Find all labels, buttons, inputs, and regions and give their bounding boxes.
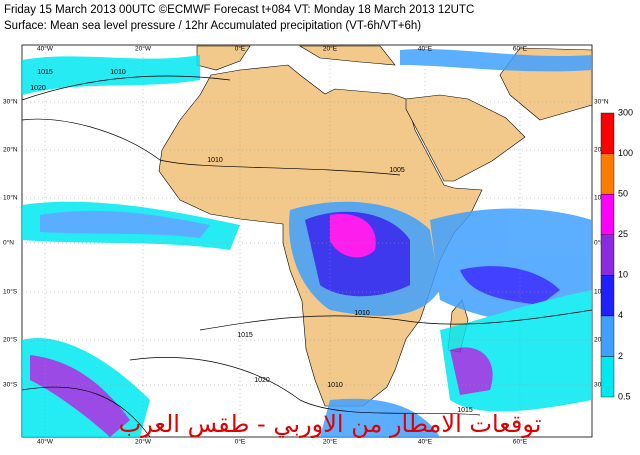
latitude-label: 10°N <box>3 194 18 202</box>
legend-label: 25 <box>618 229 628 239</box>
isobar-label: 1015 <box>457 407 473 414</box>
isobar-label: 1010 <box>354 310 370 317</box>
latitude-label: 10°S <box>3 288 18 296</box>
legend-label: 2 <box>618 351 623 361</box>
legend-swatch <box>600 356 615 398</box>
latitude-label: 30°N <box>3 98 18 106</box>
legend-swatch <box>600 315 615 357</box>
graticule: 40°W 40°W 20°W 20°W 0°E 0°E 20°E 20°E 40°E 40°E 60… <box>3 45 609 446</box>
map: 40°W 40°W 20°W 20°W 0°E 0°E 20°E 20°E 40°E 40°E 60… <box>3 44 609 446</box>
title-line: Friday 15 March 2013 00UTC ©ECMWF Foreca… <box>4 4 474 16</box>
longitude-label: 20°E <box>323 45 338 53</box>
longitude-label: 60°E <box>513 438 528 446</box>
legend-swatch <box>600 153 615 195</box>
subtitle-line: Surface: Mean sea level pressure / 12hr … <box>4 20 421 32</box>
legend-label: 100 <box>618 148 633 158</box>
latitude-label: 30°S <box>3 381 18 389</box>
isobar-label: 1005 <box>389 167 405 174</box>
longitude-label: 40°E <box>418 438 433 446</box>
legend-swatch <box>600 234 615 276</box>
latitude-label: 30°N <box>594 98 609 106</box>
longitude-label: 20°W <box>135 45 152 53</box>
isobar-label: 1010 <box>207 157 223 164</box>
legend-swatch <box>600 112 615 154</box>
legend-swatch <box>600 275 615 317</box>
isobar-label: 1020 <box>30 85 46 92</box>
isobar-label: 1010 <box>110 69 126 76</box>
isobar-label: 1010 <box>327 382 343 389</box>
legend-label: 10 <box>618 270 628 280</box>
latitude-label: 20°S <box>3 336 18 344</box>
legend-label: 50 <box>618 189 628 199</box>
legend-swatch <box>600 193 615 235</box>
longitude-label: 40°W <box>37 438 54 446</box>
isobar-label: 1020 <box>254 377 270 384</box>
longitude-label: 60°E <box>513 45 528 53</box>
isobar-label: 1015 <box>37 69 53 76</box>
latitude-label: 0°N <box>3 239 14 247</box>
isobar-label: 1015 <box>237 332 253 339</box>
longitude-label: 20°E <box>323 438 338 446</box>
latitude-label: 20°N <box>3 146 18 154</box>
longitude-label: 0°E <box>235 438 246 446</box>
legend: 0.5 2 4 10 25 50 100 300 <box>600 107 633 401</box>
watermark: توقعات الامطار من الاوربي - طقس العرب <box>119 410 542 438</box>
precipitation <box>22 48 592 437</box>
longitude-label: 20°W <box>135 438 152 446</box>
legend-label: 300 <box>618 107 633 117</box>
longitude-label: 0°E <box>235 45 246 53</box>
legend-label: 0.5 <box>618 391 631 401</box>
longitude-label: 40°W <box>37 45 54 53</box>
longitude-label: 40°E <box>418 45 433 53</box>
legend-label: 4 <box>618 310 623 320</box>
isobars <box>21 75 593 438</box>
latitude-label: 0°N <box>594 239 605 247</box>
